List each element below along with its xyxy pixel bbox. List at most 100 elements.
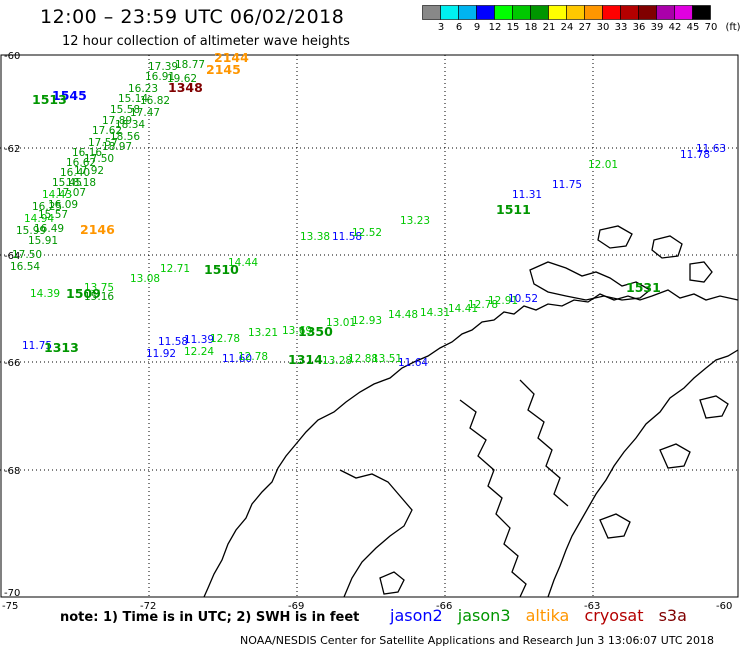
track-pass-label: 1513 <box>32 92 67 107</box>
wave-height-label: 18.56 <box>110 131 140 143</box>
lat-label: -66 <box>4 358 20 369</box>
wave-height-label: 14.41 <box>448 303 478 315</box>
coastline-inlet-2 <box>519 379 569 507</box>
legend-tick: 21 <box>542 22 556 33</box>
lat-label: -64 <box>4 251 20 262</box>
lat-label: -62 <box>4 144 20 155</box>
wave-height-label: 15.58 <box>110 104 140 116</box>
track-pass-label: 1531 <box>626 280 661 295</box>
wave-height-label: 18.77 <box>175 59 205 71</box>
wave-height-label: 19.62 <box>167 73 197 85</box>
coastline-bay <box>339 469 413 598</box>
legend-tick-labels: 3 6 9 12 15 18 21 24 27 30 33 36 39 42 45 70 (ft) <box>422 22 740 36</box>
wave-height-label: 12.78 <box>468 299 498 311</box>
coastline-peninsula-east <box>547 349 739 598</box>
lon-tick-labels: -75 -72 -69 -66 -63 -60 <box>2 601 732 612</box>
wave-height-label: 11.63 <box>696 143 726 155</box>
wave-height-label: 16.49 <box>34 223 64 235</box>
satellite-cryosat: cryosat <box>584 606 644 625</box>
satellite-jason3: jason3 <box>457 606 511 625</box>
track-pass-label: 1510 <box>204 262 239 277</box>
wave-height-label: 11.58 <box>158 336 188 348</box>
lat-label: -70 <box>4 588 20 599</box>
legend-tick: 39 <box>650 22 664 33</box>
lat-label: -68 <box>4 466 20 477</box>
wave-height-label: 17.62 <box>92 125 122 137</box>
lon-label: -60 <box>716 601 732 612</box>
wave-height-label: 13.38 <box>300 231 330 243</box>
wave-height-labels: 19.62 18.7717.3916.9116.2316.8215.1415.58… <box>10 59 726 369</box>
legend-tick: 24 <box>560 22 574 33</box>
legend-tick: (ft) <box>725 22 740 33</box>
wave-height-label: 16.91 <box>145 71 175 83</box>
wave-height-label: 18.97 <box>102 141 132 153</box>
lat-label: -60 <box>4 51 20 62</box>
legend-tick: 70 <box>704 22 718 33</box>
wave-height-label: 13.75 <box>84 282 114 294</box>
wave-height-label: 17.39 <box>148 61 178 73</box>
wave-height-label: 14.48 <box>388 309 418 321</box>
wave-height-label: 16.16 <box>72 147 102 159</box>
wave-height-label: 11.64 <box>398 357 428 369</box>
track-pass-label: 1511 <box>496 202 531 217</box>
legend-tick: 15 <box>506 22 520 33</box>
satellite-jason2: jason2 <box>390 606 443 625</box>
legend-tick: 27 <box>578 22 592 33</box>
lat-tick-labels: -60 -62 -64 -66 -68 -70 <box>4 51 20 599</box>
wave-height-label: 15.99 <box>16 225 46 237</box>
map-title: 12:00 – 23:59 UTC 06/02/2018 <box>40 6 345 28</box>
track-pass-label: 1509 <box>66 286 101 301</box>
wave-height-label: 16.62 <box>66 157 96 169</box>
track-pass-label: 2144 <box>214 50 249 65</box>
legend-tick: 3 <box>437 22 445 33</box>
map-subtitle: 12 hour collection of altimeter wave hei… <box>62 34 350 49</box>
island-2 <box>597 225 633 249</box>
wave-height-label: 12.52 <box>352 227 382 239</box>
island-6 <box>659 443 691 469</box>
track-pass-label: 1545 <box>52 88 87 103</box>
wave-height-label: 13.28 <box>322 355 352 367</box>
legend-tick: 33 <box>614 22 628 33</box>
legend-tick: 45 <box>686 22 700 33</box>
wave-height-label: 13.23 <box>400 215 430 227</box>
satellite-legend: jason2 jason3 altika cryosat s3a <box>390 606 697 625</box>
wave-height-label: 17.47 <box>130 107 160 119</box>
island-1 <box>529 261 652 301</box>
lon-label: -66 <box>436 601 452 612</box>
wave-height-label: 13.21 <box>248 327 278 339</box>
lon-label: -75 <box>2 601 18 612</box>
wave-height-label: 15.91 <box>28 235 58 247</box>
wave-height-label: 18.18 <box>66 177 96 189</box>
legend-swatch <box>692 5 711 20</box>
island-4 <box>689 261 713 283</box>
map-frame <box>0 54 739 598</box>
wave-height-label: 11.92 <box>146 348 176 360</box>
wave-height-label: 12.78 <box>210 333 240 345</box>
wave-height-label: 11.31 <box>512 189 542 201</box>
wave-height-label: 16.09 <box>48 199 78 211</box>
wave-height-label: 17.50 <box>12 249 42 261</box>
lon-label: -63 <box>584 601 600 612</box>
color-legend: 3 6 9 12 15 18 21 24 27 30 33 36 39 42 45 70 (ft) <box>422 5 740 33</box>
lon-label: -72 <box>140 601 156 612</box>
wave-height-label: 12.24 <box>184 346 214 358</box>
island-8 <box>379 571 405 595</box>
wave-height-label: 11.78 <box>680 149 710 161</box>
track-pass-label: 2146 <box>80 222 115 237</box>
wave-height-label: 15.45 <box>52 177 82 189</box>
wave-height-label: 12.88 <box>348 353 378 365</box>
legend-color-bar <box>422 5 711 20</box>
wave-height-label: 16.82 <box>140 95 170 107</box>
wave-height-label: 16.40 <box>60 167 90 179</box>
wave-height-label: 12.91 <box>488 295 518 307</box>
credit-line: NOAA/NESDIS Center for Satellite Applica… <box>240 634 715 647</box>
track-pass-label: 1348 <box>168 80 203 95</box>
footnote: note: 1) Time is in UTC; 2) SWH is in fe… <box>60 610 360 625</box>
graticule <box>0 55 740 597</box>
wave-height-label: 11.58 <box>332 231 362 243</box>
wave-height-label: 17.57 <box>88 137 118 149</box>
wave-height-label: 11.39 <box>184 334 214 346</box>
island-3 <box>651 235 683 259</box>
